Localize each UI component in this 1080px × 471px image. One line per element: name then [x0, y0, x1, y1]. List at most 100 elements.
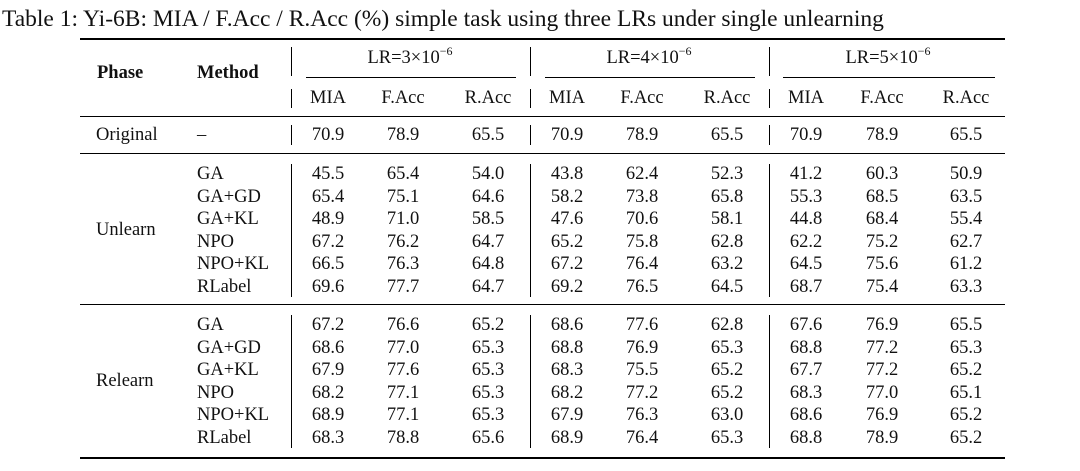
- method-label: RLabel: [197, 428, 252, 448]
- value-cell: 65.2: [710, 360, 744, 380]
- value-cell: 77.2: [865, 360, 899, 380]
- value-cell: 65.5: [949, 315, 983, 335]
- header-rule: [80, 116, 1005, 117]
- value-cell: 68.8: [789, 338, 823, 358]
- group-separator: [769, 125, 770, 145]
- value-cell: 76.4: [625, 428, 659, 448]
- value-cell: 68.9: [311, 405, 345, 425]
- value-cell: 75.6: [865, 254, 899, 274]
- value-cell: 76.5: [625, 277, 659, 297]
- value-cell: 68.2: [550, 383, 584, 403]
- value-cell: 77.6: [386, 360, 420, 380]
- value-cell: 68.3: [311, 428, 345, 448]
- value-cell: 65.4: [311, 187, 345, 207]
- value-cell: 76.2: [386, 232, 420, 252]
- method-label: GA: [197, 164, 224, 184]
- metric-header: MIA: [549, 88, 585, 108]
- value-cell: 62.8: [710, 315, 744, 335]
- value-cell: 78.8: [386, 428, 420, 448]
- value-cell: 65.3: [471, 360, 505, 380]
- metric-header: F.Acc: [381, 88, 425, 108]
- value-cell: 68.6: [550, 315, 584, 335]
- value-cell: 67.9: [550, 405, 584, 425]
- metric-header: MIA: [788, 88, 824, 108]
- method-label: RLabel: [197, 277, 252, 297]
- value-cell: 70.9: [550, 125, 584, 145]
- value-cell: 65.6: [471, 428, 505, 448]
- value-cell: 63.2: [710, 254, 744, 274]
- value-cell: 75.1: [386, 187, 420, 207]
- group-separator: [769, 89, 770, 108]
- value-cell: 44.8: [789, 209, 823, 229]
- value-cell: 76.4: [625, 254, 659, 274]
- value-cell: 63.3: [949, 277, 983, 297]
- value-cell: 65.2: [710, 383, 744, 403]
- value-cell: 62.7: [949, 232, 983, 252]
- value-cell: 68.2: [311, 383, 345, 403]
- value-cell: 63.5: [949, 187, 983, 207]
- value-cell: 76.9: [865, 315, 899, 335]
- group-separator: [769, 47, 770, 76]
- value-cell: 58.1: [710, 209, 744, 229]
- value-cell: 65.3: [471, 405, 505, 425]
- group-separator: [291, 125, 292, 145]
- value-cell: 63.0: [710, 405, 744, 425]
- value-cell: 60.3: [865, 164, 899, 184]
- value-cell: 43.8: [550, 164, 584, 184]
- phase-label: Unlearn: [96, 220, 156, 240]
- value-cell: 65.5: [471, 125, 505, 145]
- group-separator: [530, 47, 531, 76]
- method-label: GA+GD: [197, 338, 261, 358]
- top-rule: [80, 38, 1005, 40]
- value-cell: 64.6: [471, 187, 505, 207]
- phase-header: Phase: [97, 63, 144, 83]
- group-separator: [291, 47, 292, 76]
- value-cell: 67.7: [789, 360, 823, 380]
- method-label: NPO+KL: [197, 405, 270, 425]
- value-cell: 68.6: [789, 405, 823, 425]
- group-separator: [291, 315, 292, 448]
- value-cell: 77.0: [865, 383, 899, 403]
- value-cell: 77.7: [386, 277, 420, 297]
- value-cell: 64.8: [471, 254, 505, 274]
- method-label: NPO+KL: [197, 254, 270, 274]
- value-cell: 65.3: [710, 338, 744, 358]
- value-cell: 76.3: [625, 405, 659, 425]
- method-label: –: [197, 125, 207, 145]
- value-cell: 64.5: [789, 254, 823, 274]
- value-cell: 69.6: [311, 277, 345, 297]
- group-separator: [291, 89, 292, 108]
- value-cell: 55.4: [949, 209, 983, 229]
- method-label: GA+GD: [197, 187, 261, 207]
- value-cell: 65.1: [949, 383, 983, 403]
- value-cell: 68.8: [789, 428, 823, 448]
- value-cell: 58.2: [550, 187, 584, 207]
- group-separator: [530, 315, 531, 448]
- group-separator: [530, 164, 531, 297]
- value-cell: 77.6: [625, 315, 659, 335]
- value-cell: 61.2: [949, 254, 983, 274]
- value-cell: 65.2: [949, 428, 983, 448]
- value-cell: 45.5: [311, 164, 345, 184]
- metric-header: R.Acc: [464, 88, 512, 108]
- value-cell: 41.2: [789, 164, 823, 184]
- value-cell: 76.9: [865, 405, 899, 425]
- value-cell: 73.8: [625, 187, 659, 207]
- value-cell: 68.3: [789, 383, 823, 403]
- value-cell: 62.8: [710, 232, 744, 252]
- value-cell: 67.2: [311, 232, 345, 252]
- metric-header: MIA: [310, 88, 346, 108]
- value-cell: 68.3: [550, 360, 584, 380]
- bottom-rule: [80, 457, 1005, 459]
- value-cell: 65.2: [471, 315, 505, 335]
- phase-label: Original: [96, 125, 158, 145]
- value-cell: 76.9: [625, 338, 659, 358]
- value-cell: 65.2: [949, 405, 983, 425]
- value-cell: 75.8: [625, 232, 659, 252]
- value-cell: 78.9: [625, 125, 659, 145]
- method-label: NPO: [197, 232, 235, 252]
- group-separator: [530, 89, 531, 108]
- value-cell: 65.8: [710, 187, 744, 207]
- method-label: NPO: [197, 383, 235, 403]
- metric-header: F.Acc: [860, 88, 904, 108]
